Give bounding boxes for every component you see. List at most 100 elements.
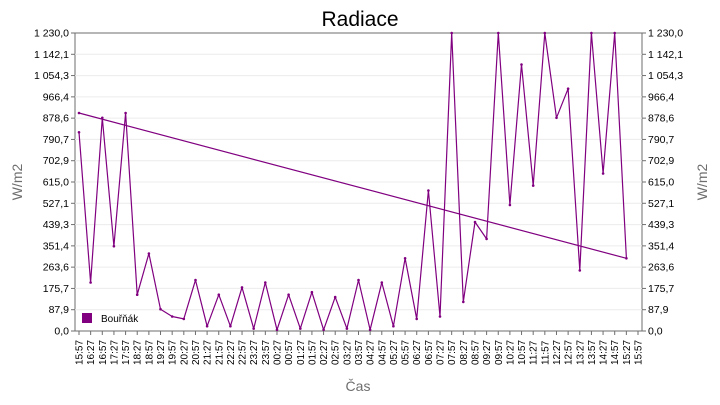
x-tick-label: 23:27: [249, 340, 260, 365]
data-point: [240, 286, 244, 289]
y-tick-label-left: 0,0: [54, 326, 69, 338]
x-tick-label: 14:57: [610, 340, 621, 365]
y-tick-label-right: 0,0: [648, 326, 663, 338]
data-point: [217, 293, 221, 297]
x-tick-label: 22:57: [238, 340, 249, 365]
y-tick-label-left: 175,7: [43, 283, 69, 295]
x-tick-label: 23:57: [261, 340, 272, 365]
y-tick-label-right: 351,4: [648, 240, 674, 252]
y-tick-label-left: 966,4: [43, 91, 69, 103]
data-point: [252, 327, 255, 330]
x-tick-label: 00:27: [272, 340, 283, 365]
grid-lines: [75, 53, 642, 311]
y-tick-label-left: 439,3: [43, 219, 69, 231]
x-tick-label: 10:57: [517, 340, 528, 365]
x-tick-label: 08:27: [459, 340, 470, 365]
x-tick-label: 08:57: [470, 340, 481, 365]
data-point: [345, 327, 349, 330]
x-tick-label: 10:27: [505, 340, 516, 365]
data-point: [229, 324, 232, 328]
x-tick-label: 07:57: [447, 340, 458, 365]
data-point: [555, 116, 558, 120]
x-tick-label: 06:27: [412, 340, 423, 365]
y-tick-label-left: 351,4: [43, 240, 69, 252]
x-tick-label: 15:57: [75, 340, 86, 365]
x-axis-label: Čas: [346, 378, 371, 394]
x-tick-label: 19:57: [168, 340, 179, 365]
x-tick-label: 17:27: [109, 340, 120, 365]
y-tick-label-right: 175,7: [648, 283, 674, 295]
x-tick-label: 03:57: [354, 340, 365, 365]
data-point: [205, 324, 209, 328]
x-tick-label: 11:27: [529, 340, 540, 365]
x-tick-label: 19:27: [156, 340, 167, 365]
y-tick-label-left: 1 054,3: [34, 70, 69, 82]
x-tick-label: 09:27: [482, 340, 493, 365]
data-point: [310, 290, 314, 294]
x-tick-label: 21:57: [214, 340, 225, 365]
data-point: [508, 203, 512, 207]
y-tick-label-left: 878,6: [43, 113, 69, 125]
data-point: [613, 31, 616, 35]
data-point: [89, 281, 92, 284]
series-layer: [77, 31, 628, 332]
x-tick-label: 09:57: [494, 340, 505, 365]
data-point: [485, 237, 488, 241]
x-tick-label: 02:27: [319, 340, 330, 365]
x-tick-label: 18:57: [144, 340, 155, 365]
x-tick-label: 12:57: [564, 340, 575, 365]
y-tick-label-left: 1 142,1: [34, 49, 69, 61]
data-point: [264, 281, 267, 284]
data-point: [322, 328, 325, 332]
y-tick-label-left: 527,1: [43, 198, 69, 210]
x-tick-label: 17:57: [121, 340, 132, 365]
x-tick-label: 05:27: [389, 340, 400, 365]
y-tick-label-right: 1 230,0: [648, 28, 683, 40]
data-point: [299, 327, 302, 330]
x-tick-label: 11:57: [540, 340, 551, 365]
data-point: [543, 31, 547, 35]
y-tick-label-right: 702,9: [648, 155, 674, 167]
x-tick-label: 01:27: [296, 340, 307, 365]
data-point: [77, 131, 81, 134]
x-tick-label: 14:27: [599, 340, 610, 365]
y-tick-label-left: 1 230,0: [34, 28, 69, 40]
data-point: [450, 31, 454, 35]
y-tick-label-left: 702,9: [43, 155, 69, 167]
x-tick-label: 18:27: [133, 340, 144, 365]
data-point: [473, 220, 477, 224]
y-axis-left-ticks: 0,0 87,9 175,7 263,6 351,4 439,3 527,1 615,0 702…: [34, 28, 75, 338]
data-point: [77, 111, 81, 115]
y-tick-label-right: 527,1: [648, 198, 674, 210]
data-point: [182, 317, 186, 321]
x-tick-label: 20:27: [179, 340, 190, 365]
x-tick-label: 04:27: [366, 340, 377, 365]
data-point: [147, 252, 151, 255]
data-point: [531, 184, 535, 187]
chart-title: Radiace: [321, 8, 398, 31]
x-tick-label: 01:57: [307, 340, 318, 365]
legend: Bouřňák: [82, 313, 139, 325]
x-tick-label: 05:57: [401, 340, 412, 365]
x-tick-label: 13:57: [587, 340, 598, 365]
data-point: [124, 111, 127, 115]
y-tick-label-right: 439,3: [648, 219, 674, 231]
x-tick-label: 21:27: [203, 340, 214, 365]
x-tick-label: 02:57: [331, 340, 342, 365]
data-point: [415, 317, 419, 321]
data-point: [101, 116, 104, 120]
y-tick-label-right: 615,0: [648, 177, 674, 189]
y-tick-label-right: 966,4: [648, 91, 674, 103]
data-point: [427, 189, 430, 192]
data-point: [590, 31, 593, 35]
data-point: [403, 257, 407, 260]
data-point: [368, 328, 372, 332]
data-point: [520, 63, 523, 66]
y-axis-right-ticks: 0,0 87,9 175,7 263,6 351,4 439,3 527,1 615,0 702…: [642, 28, 683, 338]
x-tick-label: 16:57: [98, 340, 109, 365]
x-tick-label: 22:27: [226, 340, 237, 365]
x-tick-label: 03:27: [342, 340, 353, 365]
y-tick-label-right: 790,7: [648, 134, 674, 146]
data-point: [275, 328, 279, 332]
